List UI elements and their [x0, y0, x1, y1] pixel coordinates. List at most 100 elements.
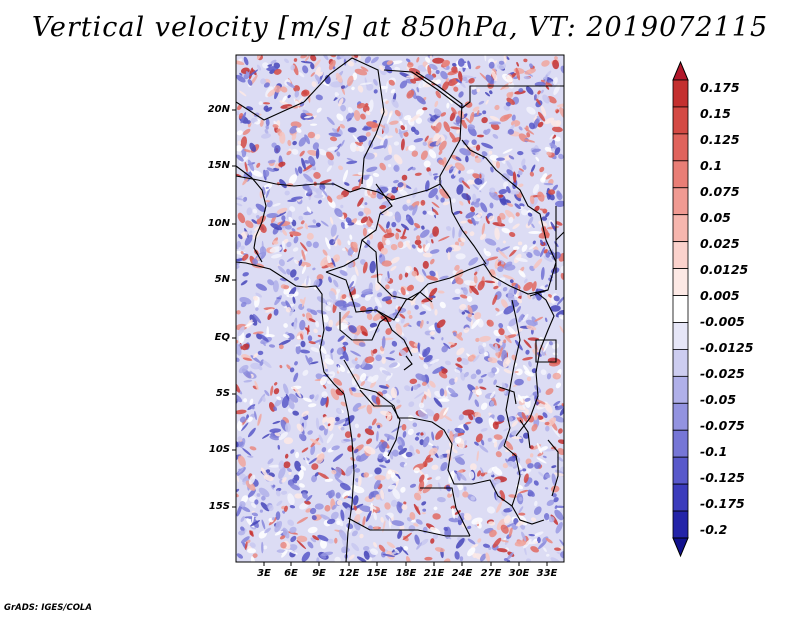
- velocity-field: [236, 55, 564, 562]
- field-cell: [314, 74, 321, 84]
- field-cell: [374, 467, 382, 475]
- field-cell: [459, 556, 464, 562]
- field-cell: [323, 361, 328, 370]
- field-cell: [555, 309, 564, 318]
- field-cell: [408, 429, 414, 434]
- field-cell: [287, 408, 293, 413]
- field-cell: [347, 240, 351, 246]
- field-cell: [236, 243, 239, 250]
- field-cell: [514, 203, 521, 210]
- field-cell: [518, 496, 523, 502]
- field-cell: [385, 393, 393, 401]
- field-cell: [259, 509, 263, 513]
- colorbar-swatch: [672, 456, 689, 485]
- field-cell: [256, 493, 261, 497]
- field-cell: [489, 202, 494, 209]
- field-cell: [319, 179, 332, 184]
- field-cell: [519, 203, 525, 207]
- field-cell: [338, 97, 344, 107]
- field-cell: [329, 55, 337, 58]
- field-cell: [503, 264, 516, 271]
- field-cell: [548, 294, 553, 298]
- lat-label-5n: 5N: [214, 274, 230, 285]
- field-cell: [438, 140, 447, 151]
- field-cell: [544, 146, 553, 153]
- field-cell: [307, 131, 316, 139]
- field-cell: [364, 103, 369, 107]
- field-cell: [315, 148, 320, 159]
- field-cell: [301, 410, 309, 417]
- field-cell: [262, 545, 268, 550]
- field-cell: [278, 431, 289, 441]
- field-cell: [279, 364, 283, 369]
- field-cell: [487, 437, 492, 442]
- field-cell: [480, 427, 488, 432]
- field-cell: [423, 363, 429, 369]
- field-cell: [289, 526, 297, 534]
- field-cell: [276, 500, 283, 506]
- field-cell: [458, 169, 461, 174]
- field-cell: [471, 217, 477, 226]
- field-cell: [283, 505, 288, 512]
- field-cell: [511, 114, 516, 122]
- field-cell: [340, 401, 347, 407]
- field-cell: [357, 85, 364, 93]
- field-cell: [456, 128, 461, 134]
- field-cell: [489, 400, 495, 407]
- field-cell: [309, 185, 319, 193]
- field-cell: [495, 307, 500, 312]
- field-cell: [252, 553, 258, 558]
- field-cell: [517, 150, 524, 156]
- field-cell: [454, 264, 460, 271]
- field-cell: [250, 556, 256, 562]
- field-cell: [419, 229, 430, 238]
- field-cell: [291, 219, 297, 227]
- field-cell: [559, 325, 564, 334]
- colorbar-label: -0.0125: [700, 340, 754, 355]
- field-cell: [308, 341, 316, 345]
- field-cell: [403, 115, 412, 121]
- field-cell: [364, 202, 368, 206]
- field-cell: [386, 221, 390, 229]
- field-cell: [519, 489, 529, 494]
- field-cell: [265, 124, 269, 130]
- field-cell: [507, 456, 517, 463]
- field-cell: [449, 490, 453, 495]
- lon-label-6e: 6E: [284, 568, 298, 579]
- field-cell: [391, 99, 399, 108]
- field-cell: [545, 174, 553, 180]
- field-cell: [246, 207, 253, 216]
- field-cell: [296, 226, 304, 230]
- field-cell: [335, 407, 342, 415]
- field-cell: [411, 150, 419, 157]
- field-cell: [508, 318, 518, 327]
- field-cell: [398, 273, 403, 281]
- field-cell: [423, 355, 433, 363]
- field-cell: [352, 402, 362, 412]
- field-cell: [355, 455, 362, 462]
- field-cell: [421, 374, 426, 383]
- field-cell: [459, 303, 467, 311]
- field-cell: [526, 376, 532, 382]
- field-cell: [503, 369, 512, 374]
- field-cell: [335, 492, 341, 499]
- field-cell: [530, 546, 539, 553]
- colorbar-swatch: [672, 429, 689, 458]
- field-cell: [366, 166, 378, 173]
- field-cell: [550, 305, 561, 312]
- field-cell: [408, 315, 413, 319]
- field-cell: [256, 162, 261, 168]
- field-cell: [443, 414, 453, 422]
- field-cell: [540, 89, 544, 94]
- field-cell: [388, 79, 395, 86]
- colorbar-swatch: [672, 483, 689, 512]
- field-cell: [421, 512, 426, 515]
- field-cell: [484, 280, 496, 284]
- field-cell: [428, 188, 438, 199]
- field-cell: [299, 349, 311, 354]
- field-cell: [553, 415, 564, 423]
- field-cell: [535, 156, 540, 162]
- field-cell: [379, 134, 388, 146]
- field-cell: [291, 385, 302, 390]
- field-cell: [381, 389, 388, 395]
